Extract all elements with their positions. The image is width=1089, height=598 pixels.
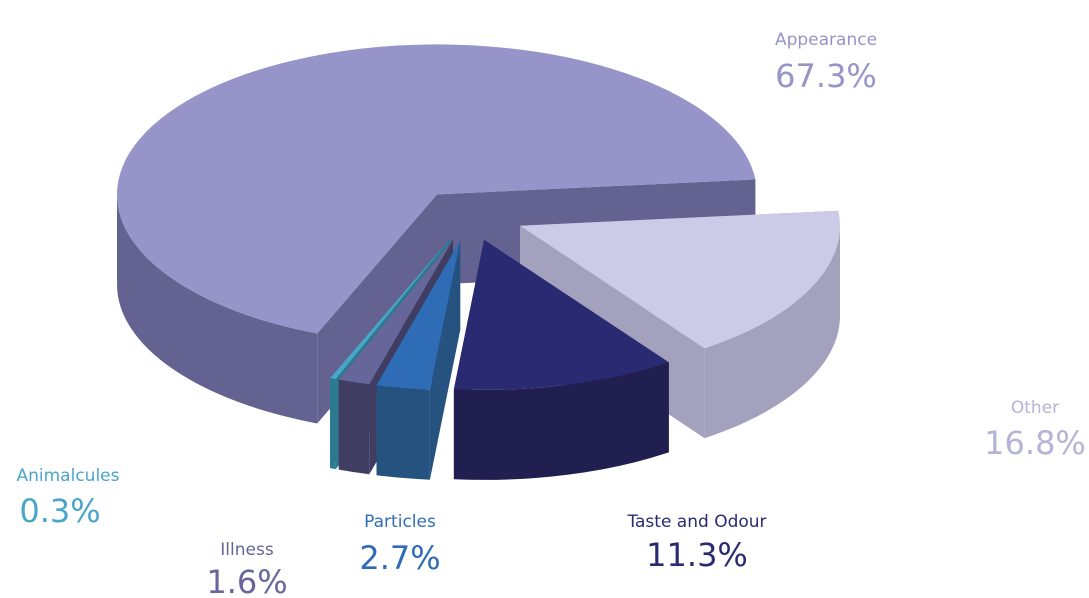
- slice-wall: [116, 194, 318, 424]
- slice-top: [338, 239, 453, 385]
- slice-top: [330, 238, 450, 380]
- slice-top: [376, 240, 461, 390]
- slice-value-label: 67.3%: [775, 57, 877, 95]
- slice-label: Illness: [220, 540, 274, 560]
- slice-label: Animalcules: [17, 466, 120, 486]
- slice-wall: [453, 362, 669, 480]
- slice-value-label: 1.6%: [206, 563, 287, 598]
- slice-wall: [376, 385, 430, 480]
- slice-top: [453, 239, 669, 390]
- slice-value-label: 16.8%: [984, 424, 1086, 462]
- slice-label: Taste and Odour: [626, 512, 766, 532]
- slice-label: Other: [1011, 398, 1059, 418]
- slice-wall: [704, 225, 840, 439]
- slice-value-label: 2.7%: [359, 539, 440, 577]
- slice-value-label: 11.3%: [646, 536, 748, 574]
- slice-wall: [330, 378, 336, 470]
- slice-top: [520, 210, 841, 349]
- slice-label: Particles: [364, 512, 436, 532]
- slice-value-label: 0.3%: [19, 492, 100, 530]
- slice-label: Appearance: [775, 30, 877, 50]
- slice-top: [117, 44, 756, 334]
- slice-wall: [338, 379, 370, 475]
